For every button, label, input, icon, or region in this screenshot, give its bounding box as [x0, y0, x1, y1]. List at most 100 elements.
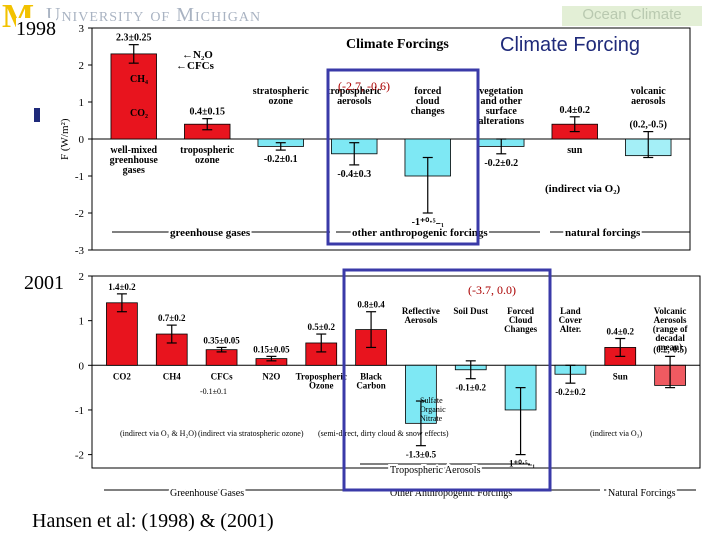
annotation-cfcs-indirect: -0.1±0.1	[200, 387, 227, 396]
category-label: surface	[486, 106, 518, 117]
highlight-box-1998	[326, 68, 480, 246]
category-label: Volcanic	[654, 306, 687, 316]
value-label: (0.2,-0.5)	[653, 344, 687, 354]
value-label: -1⁺⁰·⁵₋₁	[412, 217, 444, 228]
value-label: -0.4±0.3	[337, 169, 371, 180]
category-label: CH4	[163, 371, 182, 381]
category-label: ozone	[269, 96, 294, 107]
category-label: Forced	[507, 306, 534, 316]
citation: Hansen et al: (1998) & (2001)	[32, 510, 274, 532]
year-1998-label: 1998	[16, 18, 56, 41]
group-label-greenhouse: greenhouse gases	[170, 227, 251, 239]
category-label: Reflective	[402, 306, 440, 316]
y-tick-label: 1	[79, 97, 85, 109]
annotation-semi-direct: (semi-direct, dirty cloud & snow effects…	[318, 429, 449, 438]
bullet-marker	[34, 108, 40, 122]
y-tick-label: -1	[75, 171, 84, 183]
chart-2001-axes: 2 1 0 -1 -2	[75, 271, 701, 469]
group-label-greenhouse-2001: Greenhouse Gases	[170, 488, 244, 499]
y-tick-label: 3	[79, 23, 85, 35]
category-label: gases	[123, 165, 145, 176]
group-label-natural: natural forcings	[565, 227, 641, 239]
value-label: 0.5±0.2	[308, 322, 336, 332]
co2-label: CO₂	[130, 108, 148, 119]
value-label: 0.15±0.05	[253, 344, 290, 354]
annotation-stratospheric: (indirect via stratospheric ozone)	[198, 429, 304, 438]
y-tick-label: -2	[75, 208, 84, 220]
indirect-o2-annotation: (indirect via O₂)	[545, 183, 621, 195]
chart-2001-bars: 1.4±0.2 CO2 0.7±0.2 CH4 0.35±0.05 CFCs 0.15±0.…	[106, 282, 688, 469]
category-label: Alter.	[560, 324, 581, 334]
value-label: 0.4±0.2	[607, 327, 635, 337]
value-label: 0.4±0.15	[190, 107, 226, 118]
category-label: Carbon	[356, 380, 386, 390]
category-label: volcanic	[631, 86, 667, 97]
value-label: 1.4±0.2	[108, 282, 136, 292]
value-label: 2.3±0.25	[116, 33, 152, 44]
highlight-label-1998: (-2.7, -0.6)	[338, 79, 390, 93]
category-label: aerosols	[337, 96, 371, 107]
category-label: well-mixed	[110, 145, 157, 156]
annotation-sun-indirect: (indirect via O₃)	[590, 429, 642, 438]
category-label: alterations	[478, 116, 524, 127]
value-label: -1.3±0.5	[406, 450, 437, 460]
y-tick-label: -1	[75, 405, 84, 417]
y-tick-label: 2	[79, 60, 85, 72]
ch4-label: CH₄	[130, 74, 148, 85]
category-label: cloud	[416, 96, 440, 107]
category-label: Sun	[613, 371, 628, 381]
category-label: Changes	[504, 324, 538, 334]
category-label: ozone	[195, 155, 220, 166]
chart-1998-axes: 3 2 1 0 -1 -2 -3	[75, 23, 691, 257]
category-label: changes	[411, 106, 445, 117]
course-title: Ocean Climate	[562, 6, 702, 26]
y-tick-label: 0	[79, 134, 85, 146]
category-label: forced	[414, 86, 441, 97]
value-label: 0.4±0.2	[560, 105, 591, 116]
y-tick-label: -2	[75, 450, 84, 462]
value-label: -0.2±0.2	[555, 387, 586, 397]
value-label: 0.7±0.2	[158, 313, 186, 323]
category-label: sun	[567, 145, 582, 156]
y-tick-label: -3	[75, 245, 85, 257]
chart-1998-title: Climate Forcings	[346, 37, 449, 52]
category-label: vegetation	[479, 86, 523, 97]
category-label: Tropospheric	[296, 371, 347, 381]
value-label: -0.1±0.2	[456, 383, 487, 393]
category-label: and other	[481, 96, 523, 107]
category-label: tropospheric	[327, 86, 382, 97]
category-label: greenhouse	[110, 155, 159, 166]
value-label: 0.8±0.4	[357, 300, 385, 310]
y-tick-label: 1	[79, 316, 85, 328]
plot-frame	[91, 275, 701, 469]
category-label: mean)	[658, 342, 682, 352]
category-label: stratospheric	[253, 86, 310, 97]
category-label: Cloud	[509, 315, 533, 325]
category-label: aerosols	[631, 96, 665, 107]
nitrate-label: Nitrate	[420, 414, 443, 423]
forcing-bar	[106, 302, 138, 366]
category-label: Aerosols	[404, 315, 437, 325]
n2o-annotation: ←N₂O	[182, 49, 213, 61]
value-label: -0.2±0.1	[264, 154, 298, 165]
cfcs-annotation: ←CFCs	[176, 60, 215, 72]
category-label: N2O	[262, 371, 280, 381]
y-tick-label: 2	[79, 271, 85, 283]
chart-1998-ylabel: F (W/m²)	[60, 118, 71, 160]
category-label: (range of	[653, 324, 689, 334]
slide-title: Climate Forcing	[500, 34, 641, 56]
forcing-chart-1998: Climate Forcings F (W/m²) 3 2 1 0 -1 -2 -3 2.3…	[60, 23, 691, 257]
sulfate-label: Sulfate	[420, 396, 443, 405]
category-label: CO2	[113, 371, 131, 381]
highlight-label-2001: (-3.7, 0.0)	[468, 283, 516, 297]
group-label-natural-2001: Natural Forcings	[608, 488, 676, 499]
category-label: Black	[360, 371, 382, 381]
annotation-ch4-indirect: (indirect via O₃ & H₂O)	[120, 429, 197, 438]
category-label: Land	[560, 306, 581, 316]
value-label: -0.2±0.2	[484, 158, 518, 169]
group-label-anthropogenic: other anthropogenic forcings	[352, 227, 488, 239]
organic-label: Organic	[420, 405, 446, 414]
category-label: Soil Dust	[453, 306, 488, 316]
category-label: Cover	[559, 315, 583, 325]
